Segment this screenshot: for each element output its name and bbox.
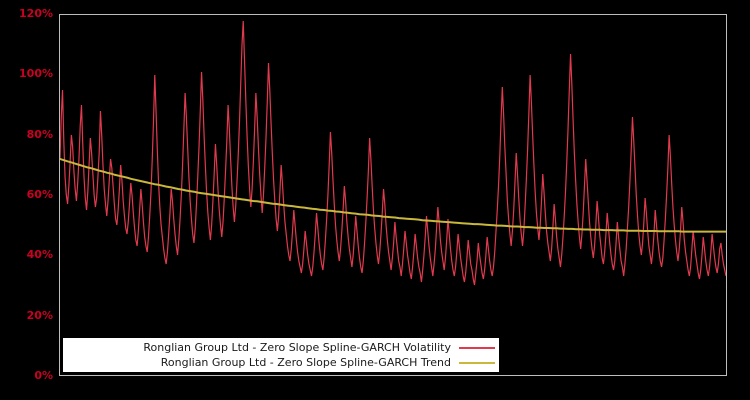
y-axis-tick-labels: 0% 20% 40% 60% 80% 100% 120%	[0, 0, 53, 400]
y-axis-tick-label: 20%	[26, 308, 53, 322]
legend-swatch-volatility	[459, 346, 495, 349]
y-axis-tick-label: 60%	[26, 188, 53, 201]
legend-entry-trend: Ronglian Group Ltd - Zero Slope Spline-G…	[63, 355, 499, 370]
y-axis-tick-label: 0%	[34, 369, 53, 382]
y-axis-tick-label: 100%	[19, 67, 53, 81]
chart-legend: Ronglian Group Ltd - Zero Slope Spline-G…	[63, 338, 499, 372]
y-axis-tick-label: 40%	[26, 248, 53, 262]
y-axis-tick-label: 120%	[19, 7, 53, 20]
volatility-series-line	[60, 20, 726, 286]
y-axis-tick-label: 80%	[26, 127, 53, 141]
legend-swatch-trend	[459, 361, 495, 364]
legend-label-volatility: Ronglian Group Ltd - Zero Slope Spline-G…	[143, 341, 451, 354]
legend-entry-volatility: Ronglian Group Ltd - Zero Slope Spline-G…	[63, 340, 499, 355]
plot-area	[59, 14, 727, 376]
legend-label-trend: Ronglian Group Ltd - Zero Slope Spline-G…	[160, 356, 451, 369]
chart-svg	[60, 20, 726, 286]
trend-series-line	[60, 158, 726, 233]
